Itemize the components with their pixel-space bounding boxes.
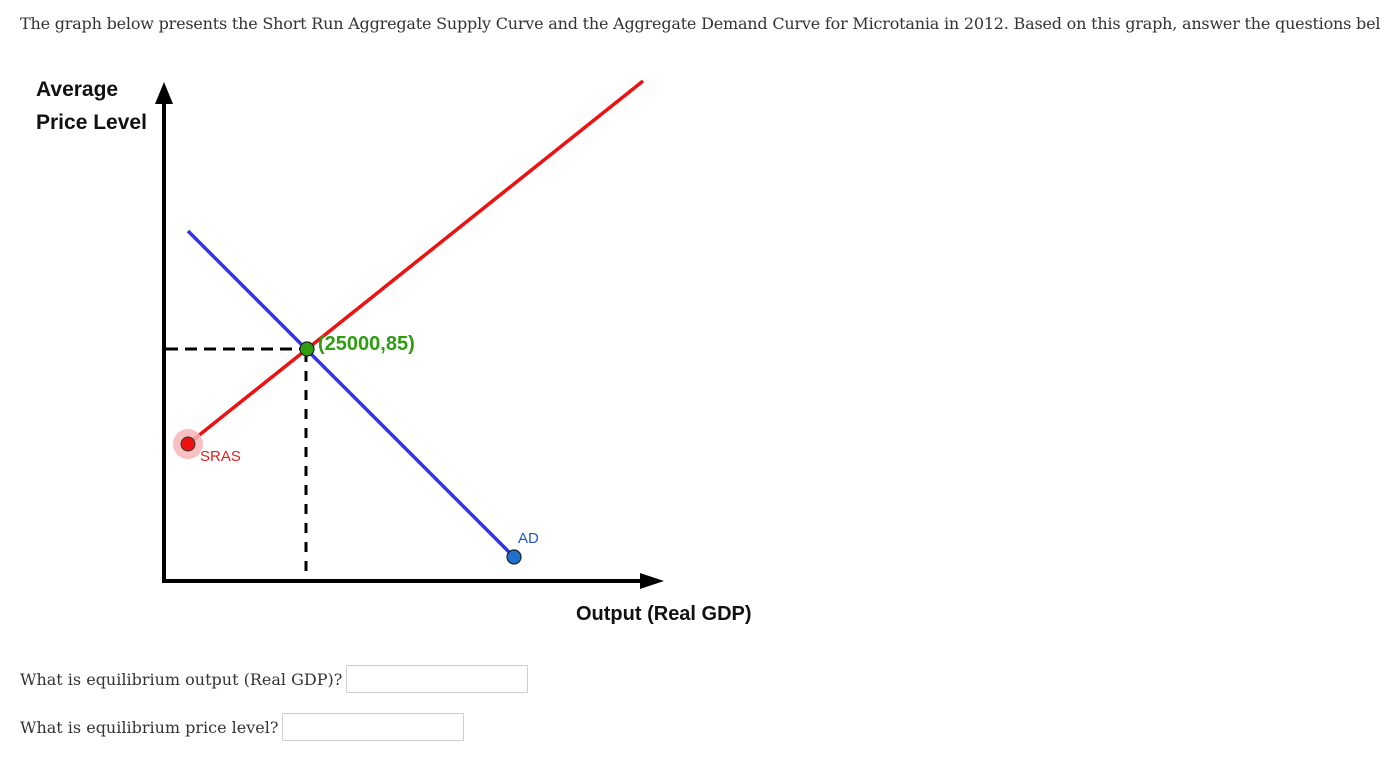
ad-endpoint[interactable] [506,549,522,565]
question-output: What is equilibrium output (Real GDP)? [20,665,529,693]
x-axis-arrow [640,573,664,589]
sras-curve[interactable] [186,79,645,446]
equilibrium-point[interactable] [299,341,315,357]
y-axis-label-line2: Price Level [36,111,147,134]
question-output-label: What is equilibrium output (Real GDP)? [20,669,343,689]
y-axis-arrow [155,82,173,104]
question-price-level: What is equilibrium price level? [20,713,465,741]
sras-label: SRAS [200,448,241,465]
ad-curve[interactable] [186,229,516,559]
as-ad-graph: Average Price Level Output (Real GDP) SR… [36,78,752,625]
x-axis-label: Output (Real GDP) [576,603,752,625]
equilibrium-label: (25000,85) [318,333,415,355]
y-axis-label-line1: Average [36,78,118,101]
equilibrium-output-input[interactable] [346,665,529,693]
ad-label: AD [518,530,539,547]
question-price-level-label: What is equilibrium price level? [20,717,279,737]
sras-endpoint[interactable] [180,436,196,452]
intro-text: The graph below presents the Short Run A… [20,14,1380,33]
equilibrium-price-input[interactable] [282,713,465,741]
